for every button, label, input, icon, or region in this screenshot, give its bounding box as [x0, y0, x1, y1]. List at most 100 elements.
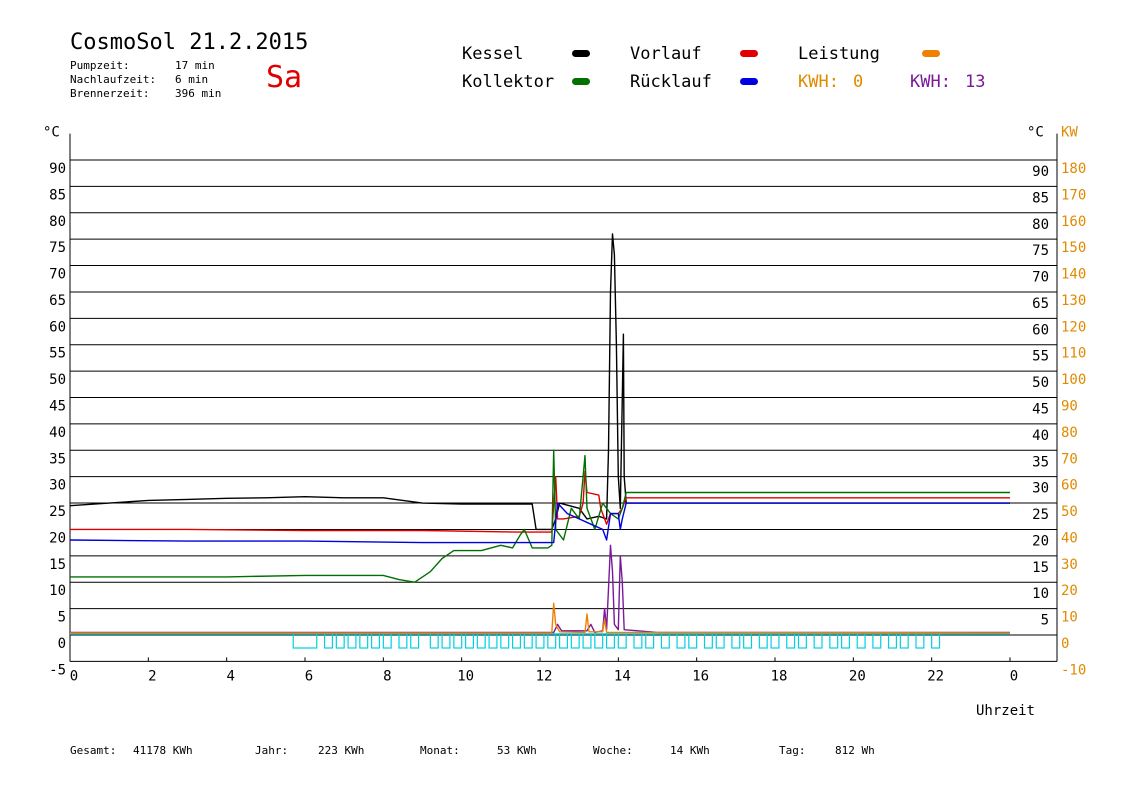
- y-kw-tick-label: 0: [1061, 636, 1069, 652]
- pump-on-box: [382, 633, 392, 649]
- x-tick-label: 22: [927, 668, 944, 684]
- series-line-r-cklauf: [69, 502, 1010, 544]
- x-tick-label: 10: [457, 668, 474, 684]
- legend-kwh-a-label: KWH:: [798, 72, 839, 92]
- legend-kollektor-swatch: [572, 78, 590, 85]
- x-tick-label: 14: [614, 668, 631, 684]
- pump-on-box: [786, 633, 796, 649]
- footer-tag-value: 812 Wh: [835, 744, 875, 757]
- footer-gesamt-label: Gesamt:: [70, 744, 117, 757]
- y-right-tick-label: 60: [1032, 322, 1049, 338]
- footer-woche-label: Woche:: [593, 744, 633, 757]
- pump-on-box: [660, 633, 670, 649]
- y-right-tick-label: 20: [1032, 533, 1049, 549]
- pump-on-box: [410, 633, 420, 649]
- pump-on-box: [743, 633, 753, 649]
- series-line-vorlauf: [70, 470, 1010, 533]
- x-tick-label: 6: [305, 668, 313, 684]
- y-right-tick-label: 30: [1032, 481, 1049, 497]
- y-right-tick-label: 85: [1032, 190, 1049, 206]
- pump-on-box: [535, 633, 545, 649]
- series-line-leistung: [70, 602, 1011, 634]
- series-line-kwh-13: [70, 544, 1010, 634]
- y-right-tick-label: 5: [1041, 613, 1049, 629]
- y-right-tick-label: 75: [1032, 243, 1049, 259]
- pump-on-box: [398, 633, 408, 649]
- pump-on-box: [856, 633, 866, 649]
- y-left-tick-label: 5: [58, 610, 66, 626]
- pump-on-box: [645, 633, 655, 649]
- pump-on-box: [547, 633, 557, 649]
- pump-on-box: [347, 633, 357, 649]
- pump-on-box: [703, 633, 713, 649]
- legend-vorlauf-swatch: [740, 50, 758, 57]
- y-left-tick-label: 90: [49, 161, 66, 177]
- pump-on-box: [633, 633, 643, 649]
- y-kw-tick-label: 60: [1061, 478, 1078, 494]
- legend-vorlauf: Vorlauf: [630, 44, 702, 64]
- y-left-tick-label: 50: [49, 372, 66, 388]
- pump-on-box: [292, 633, 318, 649]
- x-tick-label: 8: [383, 668, 391, 684]
- y-right-tick-label: 55: [1032, 349, 1049, 365]
- pump-on-box: [500, 633, 510, 649]
- x-tick-label: 0: [70, 668, 78, 684]
- pump-on-box: [359, 633, 369, 649]
- y-left-tick-label: 45: [49, 399, 66, 415]
- y-kw-tick-label: 40: [1061, 530, 1078, 546]
- y-kw-tick-label: 20: [1061, 583, 1078, 599]
- pump-on-box: [840, 633, 851, 649]
- y-left-tick-label: 40: [49, 425, 66, 441]
- x-tick-label: 18: [771, 668, 788, 684]
- y-left-tick-label: 25: [49, 504, 66, 520]
- footer-jahr-value: 223 KWh: [318, 744, 365, 757]
- pump-on-box: [797, 633, 807, 649]
- pump-on-box: [872, 633, 882, 649]
- y-left-tick-label: 85: [49, 187, 66, 203]
- x-tick-label: 4: [226, 668, 234, 684]
- legend-kessel: Kessel: [462, 44, 524, 64]
- pump-on-box: [731, 633, 741, 649]
- y-kw-tick-label: 110: [1061, 346, 1086, 362]
- pumpzeit-value: 17 min: [175, 59, 215, 72]
- pump-on-box: [676, 633, 686, 649]
- pump-on-box: [931, 633, 941, 649]
- y-left-tick-label: 55: [49, 346, 66, 362]
- legend-ruecklauf-swatch: [740, 78, 758, 85]
- y-right-tick-label: 50: [1032, 375, 1049, 391]
- legend-kollektor: Kollektor: [462, 72, 555, 92]
- y-left-tick-label: 65: [49, 293, 66, 309]
- y-right-tick-label: 70: [1032, 270, 1049, 286]
- y-kw-tick-label: 160: [1061, 214, 1086, 230]
- pump-on-box: [488, 633, 498, 649]
- pump-on-box: [899, 633, 909, 649]
- y-left-tick-label: -5: [49, 662, 66, 678]
- pump-on-box: [323, 633, 334, 649]
- x-tick-label: 12: [536, 668, 553, 684]
- pump-on-box: [453, 633, 463, 649]
- pump-on-box: [813, 633, 823, 649]
- series-line-kessel: [69, 233, 1010, 531]
- footer-tag-label: Tag:: [779, 744, 806, 757]
- y-right-tick-label: 90: [1032, 164, 1049, 180]
- pump-on-box: [370, 633, 381, 649]
- y-right-unit: °C: [1027, 125, 1044, 141]
- pump-on-box: [511, 633, 522, 649]
- y-kw-tick-label: 10: [1061, 610, 1078, 626]
- y-kw-tick-label: 170: [1061, 187, 1086, 203]
- footer-woche-value: 14 KWh: [670, 744, 710, 757]
- pump-on-box: [829, 633, 839, 649]
- chart-title: CosmoSol 21.2.2015: [70, 30, 309, 55]
- x-axis-label: Uhrzeit: [976, 703, 1035, 719]
- pump-on-box: [915, 633, 925, 649]
- y-left-tick-label: 0: [58, 636, 66, 652]
- pump-on-box: [335, 633, 345, 649]
- legend-kessel-swatch: [572, 50, 590, 57]
- pump-on-box: [558, 633, 569, 649]
- y-kw-tick-label: 100: [1061, 372, 1086, 388]
- nachlaufzeit-value: 6 min: [175, 73, 209, 86]
- y-right-tick-label: 45: [1032, 402, 1049, 418]
- y-kw-tick-label: 140: [1061, 267, 1086, 283]
- y-kw-tick-label: 130: [1061, 293, 1086, 309]
